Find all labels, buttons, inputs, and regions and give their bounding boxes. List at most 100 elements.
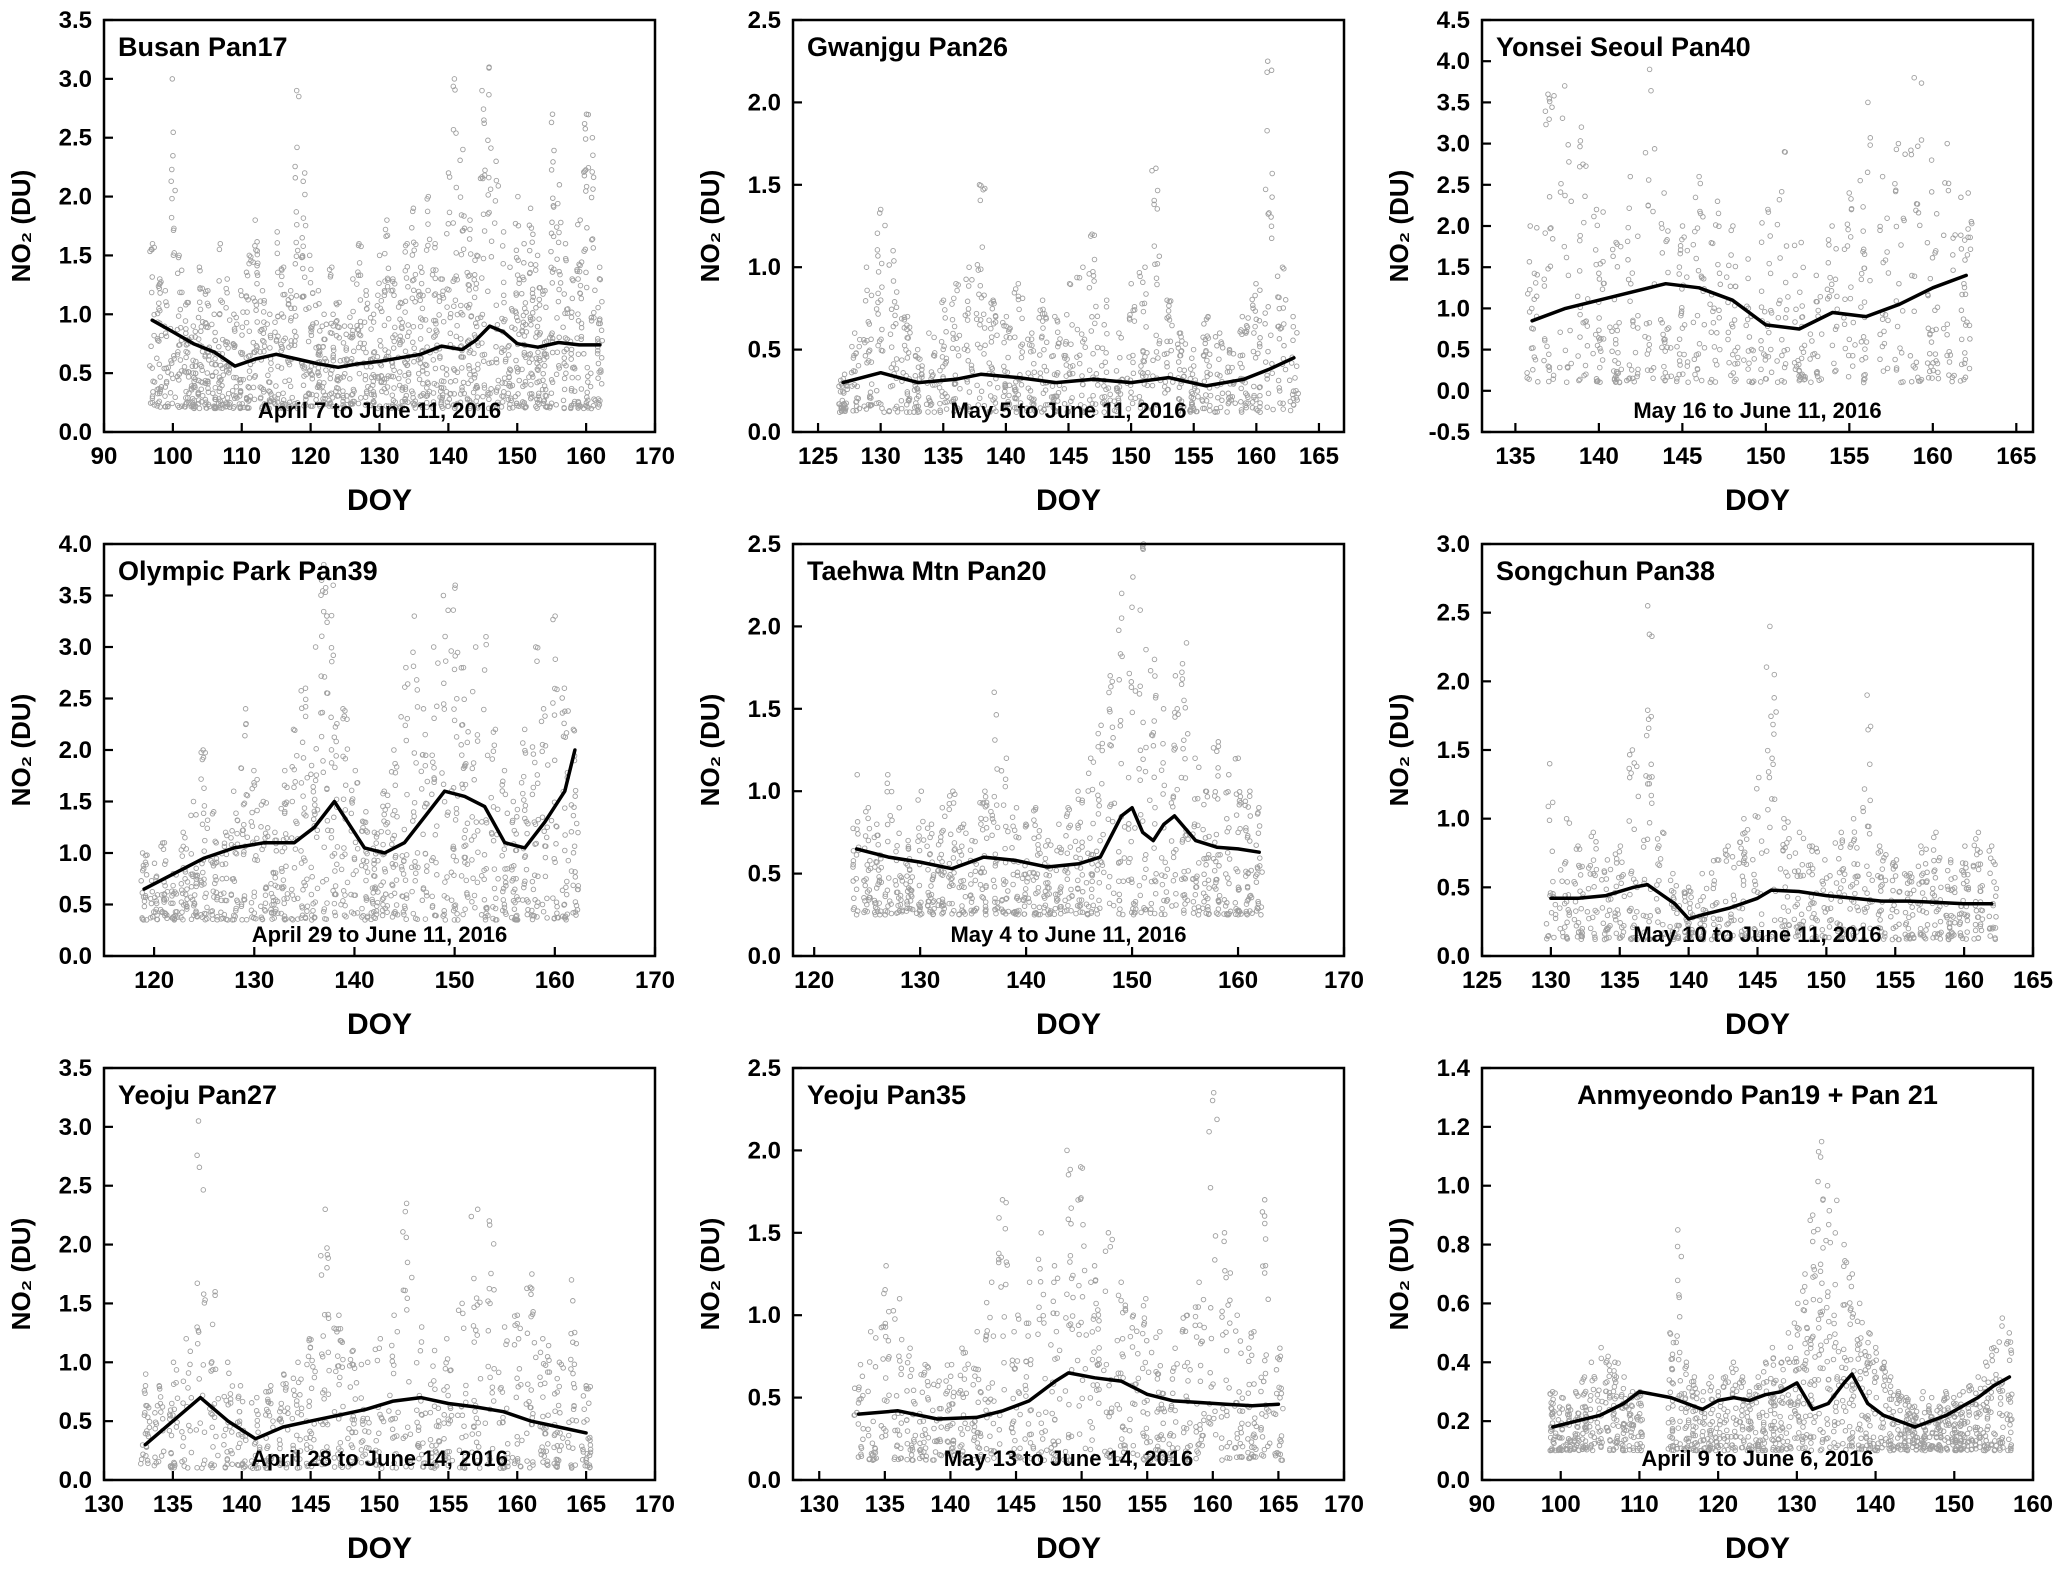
y-tick-label: 3.5 bbox=[59, 7, 92, 34]
x-tick-label: 160 bbox=[2013, 1491, 2053, 1518]
panel-title: Busan Pan17 bbox=[118, 32, 288, 62]
x-tick-label: 170 bbox=[635, 1491, 675, 1518]
y-tick-label: 1.5 bbox=[1437, 737, 1470, 764]
scatter-points bbox=[147, 64, 605, 412]
x-tick-label: 135 bbox=[153, 1491, 193, 1518]
y-tick-label: 1.5 bbox=[59, 242, 92, 269]
plot-frame bbox=[791, 1066, 1346, 1482]
panel-title: Olympic Park Pan39 bbox=[118, 556, 378, 586]
trend-line bbox=[150, 318, 602, 370]
x-tick-label: 120 bbox=[794, 967, 834, 994]
trend-line bbox=[143, 1395, 588, 1447]
y-axis-label: NO₂ (DU) bbox=[6, 1218, 36, 1331]
x-tick-label: 150 bbox=[497, 443, 537, 470]
scatter-points bbox=[836, 58, 1301, 415]
chart-cell: 90 100 110 120 130 140 150 160 170 0.0 0.5 1.0 1.5 2.… bbox=[0, 0, 689, 524]
x-tick-label: 145 bbox=[1662, 443, 1702, 470]
panel-title: Songchun Pan38 bbox=[1496, 556, 1715, 586]
y-tick-label: 0.5 bbox=[748, 337, 781, 364]
y-tick-label: 2.0 bbox=[1437, 213, 1470, 240]
chart-cell: 130 135 140 145 150 155 160 165 170 0.0 0.5 1.0 1.5 2… bbox=[689, 1048, 1378, 1572]
y-tick-label: 2.0 bbox=[748, 89, 781, 116]
plot-frame bbox=[1480, 1066, 2035, 1482]
x-tick-label: 100 bbox=[1541, 1491, 1581, 1518]
x-tick-label: 160 bbox=[1218, 967, 1258, 994]
y-tick-label: 2.5 bbox=[1437, 172, 1470, 199]
y-tick-label: 1.0 bbox=[59, 1349, 92, 1376]
x-tick-label: 100 bbox=[153, 443, 193, 470]
y-axis-label: NO₂ (DU) bbox=[695, 1218, 725, 1331]
x-tick-label: 135 bbox=[923, 443, 963, 470]
x-tick-label: 130 bbox=[1531, 967, 1571, 994]
y-tick-label: 1.0 bbox=[59, 301, 92, 328]
x-tick-label: 140 bbox=[222, 1491, 262, 1518]
x-tick-label: 160 bbox=[566, 443, 606, 470]
y-tick-label: 2.5 bbox=[748, 1055, 781, 1082]
x-tick-label: 165 bbox=[1299, 443, 1339, 470]
x-tick-label: 120 bbox=[291, 443, 331, 470]
x-axis-label: DOY bbox=[1036, 1532, 1101, 1565]
x-tick-label: 170 bbox=[635, 443, 675, 470]
y-tick-label: 3.5 bbox=[59, 583, 92, 610]
y-tick-label: 1.5 bbox=[59, 1290, 92, 1317]
y-tick-label: 0.5 bbox=[1437, 337, 1470, 364]
scatter-points bbox=[1524, 66, 1975, 386]
x-tick-label: 140 bbox=[334, 967, 374, 994]
y-tick-label: 0.0 bbox=[59, 1467, 92, 1494]
scatter-points bbox=[1547, 1138, 2015, 1454]
y-tick-label: 4.5 bbox=[1437, 7, 1470, 34]
y-tick-label: 3.0 bbox=[59, 634, 92, 661]
y-tick-label: 3.0 bbox=[1437, 131, 1470, 158]
date-range-annotation: May 5 to June 11, 2016 bbox=[950, 398, 1186, 423]
x-axis-label: DOY bbox=[1725, 1008, 1790, 1041]
chart-panel-2: 125 130 135 140 145 150 155 160 165 0.0 0.5 1.0 1.5 2… bbox=[695, 7, 1346, 517]
x-tick-label: 90 bbox=[91, 443, 118, 470]
x-tick-label: 150 bbox=[1111, 443, 1151, 470]
x-tick-label: 170 bbox=[1324, 967, 1364, 994]
y-tick-label: 1.0 bbox=[748, 254, 781, 281]
y-tick-label: 3.5 bbox=[1437, 89, 1470, 116]
x-tick-label: 160 bbox=[1944, 967, 1984, 994]
y-axis-label: NO₂ (DU) bbox=[695, 170, 725, 283]
x-tick-label: 165 bbox=[2013, 967, 2053, 994]
x-tick-label: 160 bbox=[535, 967, 575, 994]
y-tick-label: 2.5 bbox=[748, 531, 781, 558]
x-tick-label: 120 bbox=[1698, 1491, 1738, 1518]
y-axis-label: NO₂ (DU) bbox=[1384, 1218, 1414, 1331]
x-tick-label: 150 bbox=[435, 967, 475, 994]
trend-line bbox=[1530, 273, 1968, 331]
x-tick-label: 145 bbox=[996, 1491, 1036, 1518]
chart-panel-9: 90 100 110 120 130 140 150 160 0.0 0.2 0.4 0.6 0.8 1.… bbox=[1384, 1055, 2053, 1565]
x-tick-label: 90 bbox=[1469, 1491, 1496, 1518]
y-tick-label: 1.0 bbox=[1437, 806, 1470, 833]
x-tick-label: 130 bbox=[1777, 1491, 1817, 1518]
y-tick-label: 0.0 bbox=[1437, 1467, 1470, 1494]
panel-title: Yonsei Seoul Pan40 bbox=[1496, 32, 1751, 62]
chart-panel-8: 130 135 140 145 150 155 160 165 170 0.0 0.5 1.0 1.5 2… bbox=[695, 1055, 1364, 1565]
y-tick-label: 0.8 bbox=[1437, 1232, 1470, 1259]
trend-line bbox=[856, 1371, 1281, 1421]
trend-line bbox=[1551, 1372, 2012, 1429]
y-tick-label: 2.5 bbox=[59, 1173, 92, 1200]
x-tick-label: 140 bbox=[1856, 1491, 1896, 1518]
x-axis-label: DOY bbox=[347, 1532, 412, 1565]
y-axis-label: NO₂ (DU) bbox=[695, 694, 725, 807]
x-tick-label: 160 bbox=[497, 1491, 537, 1518]
date-range-annotation: April 9 to June 6, 2016 bbox=[1641, 1446, 1873, 1471]
date-range-annotation: May 16 to June 11, 2016 bbox=[1633, 398, 1881, 423]
x-tick-label: 165 bbox=[1996, 443, 2036, 470]
x-tick-label: 145 bbox=[1737, 967, 1777, 994]
x-tick-label: 125 bbox=[798, 443, 838, 470]
y-tick-label: 2.0 bbox=[748, 613, 781, 640]
x-tick-label: 145 bbox=[1048, 443, 1088, 470]
x-tick-label: 150 bbox=[1062, 1491, 1102, 1518]
x-tick-label: 140 bbox=[930, 1491, 970, 1518]
y-tick-label: 1.0 bbox=[748, 778, 781, 805]
date-range-annotation: April 29 to June 11, 2016 bbox=[252, 922, 508, 947]
y-tick-label: 2.0 bbox=[59, 184, 92, 211]
x-tick-label: 170 bbox=[1324, 1491, 1364, 1518]
x-tick-label: 150 bbox=[359, 1491, 399, 1518]
panel-title: Taehwa Mtn Pan20 bbox=[807, 556, 1047, 586]
x-tick-label: 155 bbox=[428, 1491, 468, 1518]
x-axis-label: DOY bbox=[347, 1008, 412, 1041]
